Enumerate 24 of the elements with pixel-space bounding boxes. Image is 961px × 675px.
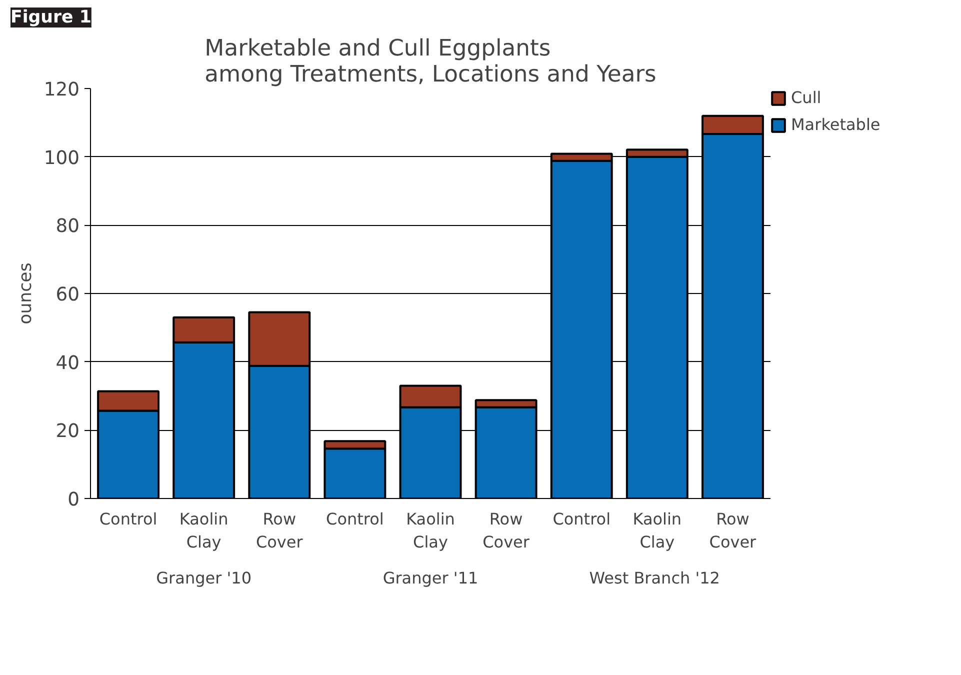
text: Granger '10 [156, 568, 252, 588]
x-tick-label: Kaolin Clay [406, 510, 455, 552]
x-tick-label: Row Cover [256, 510, 304, 552]
x-tick-label: Kaolin Clay [179, 510, 228, 552]
text: West Branch '12 [589, 568, 720, 588]
y-tick-label: 80 [56, 216, 80, 238]
x-tick-label: Row Cover [709, 510, 757, 552]
y-tick-label: 120 [44, 80, 80, 100]
y-tick-label: 100 [44, 148, 80, 169]
caption: Figure 1 [10, 8, 92, 28]
x-tick-label: Row Cover [482, 510, 530, 552]
chart-title: Marketable and Cull Eggplants among Treatments, Locations and Years [204, 36, 656, 88]
text: Granger '11 [382, 568, 478, 588]
y-tick-label: 60 [56, 284, 80, 306]
x-tick-label: Control [326, 510, 384, 528]
legend-label: Marketable [791, 115, 880, 134]
y-tick-label: 0 [68, 490, 80, 510]
y-tick-label: 20 [56, 421, 80, 442]
y-tick-label: 40 [56, 352, 80, 374]
x-tick-label: Control [552, 510, 611, 528]
x-tick-label: Kaolin Clay [632, 510, 682, 552]
y-axis-title: ounces [16, 262, 36, 324]
legend-label: Cull [791, 88, 822, 107]
x-tick-label: Control [99, 510, 158, 528]
